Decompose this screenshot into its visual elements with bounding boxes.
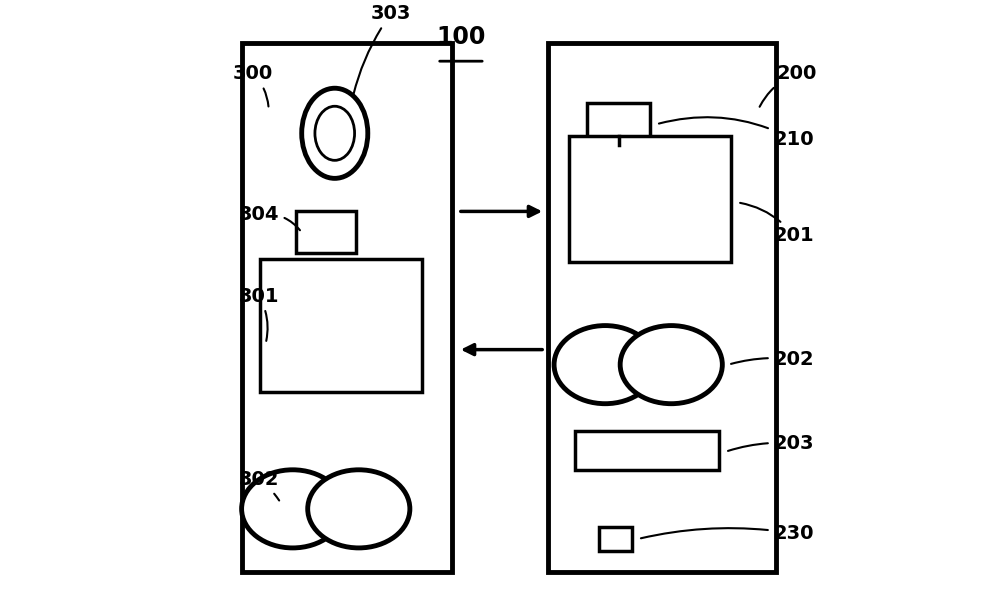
- Text: 100: 100: [436, 25, 486, 49]
- Bar: [587, 104, 650, 145]
- Ellipse shape: [315, 106, 355, 160]
- Text: 201: 201: [740, 203, 814, 246]
- Text: 230: 230: [641, 524, 814, 543]
- Ellipse shape: [554, 326, 656, 404]
- Ellipse shape: [242, 470, 344, 548]
- Text: 300: 300: [233, 64, 273, 107]
- Text: 200: 200: [760, 64, 817, 107]
- Text: 301: 301: [239, 287, 279, 341]
- Bar: [260, 259, 422, 392]
- Text: 302: 302: [239, 470, 279, 500]
- Bar: [296, 211, 356, 253]
- Text: 203: 203: [728, 434, 814, 453]
- Ellipse shape: [302, 88, 368, 178]
- Bar: [548, 43, 776, 572]
- Text: 303: 303: [353, 4, 411, 95]
- Bar: [569, 136, 731, 262]
- Bar: [599, 527, 632, 551]
- Bar: [575, 431, 719, 470]
- Text: 210: 210: [659, 117, 814, 149]
- Text: 202: 202: [731, 350, 814, 368]
- Text: 304: 304: [239, 205, 300, 230]
- Ellipse shape: [620, 326, 722, 404]
- Ellipse shape: [308, 470, 410, 548]
- Bar: [242, 43, 452, 572]
